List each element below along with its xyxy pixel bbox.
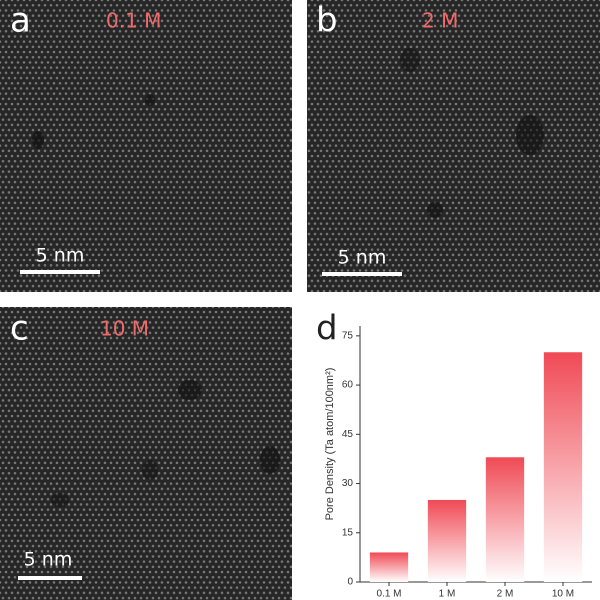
y-axis-label: Pore Density (Ta atom/100nm²): [324, 368, 336, 521]
panel-letter: a: [10, 1, 31, 41]
y-tick-label: 75: [342, 330, 354, 341]
panel-letter: d: [316, 309, 338, 349]
scale-label: 5 nm: [338, 247, 387, 269]
scale-label: 5 nm: [36, 245, 85, 267]
defect: [178, 380, 202, 400]
panel-letter: b: [316, 1, 338, 41]
defect: [145, 94, 155, 106]
micrograph: [0, 0, 292, 292]
concentration: 0.1 M: [106, 9, 161, 33]
defect: [51, 493, 69, 507]
micrograph: [307, 0, 600, 292]
x-tick-label: 0.1 M: [376, 589, 401, 600]
y-tick-label: 60: [342, 380, 354, 391]
concentration: 10 M: [100, 317, 149, 341]
panel-d: d Pore Density (Ta atom/100nm²) 0 15 30 45 6…: [316, 309, 592, 600]
defect: [427, 202, 443, 218]
y-tick-label: 45: [342, 429, 354, 440]
bar: [485, 457, 525, 582]
y-tick-label: 15: [342, 527, 354, 538]
y-tick-label: 30: [342, 478, 354, 489]
defect: [32, 131, 44, 149]
micrograph: [0, 307, 292, 600]
defect: [142, 460, 158, 480]
panel-c: c 10 M 5 nm: [0, 307, 292, 600]
panel-a: a 0.1 M 5 nm: [0, 0, 292, 292]
concentration: 2 M: [422, 9, 458, 33]
defect: [516, 115, 544, 155]
x-tick-label: 10 M: [552, 589, 574, 600]
bar: [369, 552, 409, 582]
bar: [427, 499, 467, 582]
y-tick-label: 0: [347, 577, 353, 588]
x-tick-label: 2 M: [497, 589, 514, 600]
defect: [260, 446, 280, 474]
panel-letter: c: [10, 309, 29, 349]
bar: [543, 352, 583, 582]
x-tick-label: 1 M: [439, 589, 456, 600]
scale-label: 5 nm: [24, 549, 73, 571]
panel-b: b 2 M 5 nm: [307, 0, 600, 292]
defect: [400, 48, 420, 72]
